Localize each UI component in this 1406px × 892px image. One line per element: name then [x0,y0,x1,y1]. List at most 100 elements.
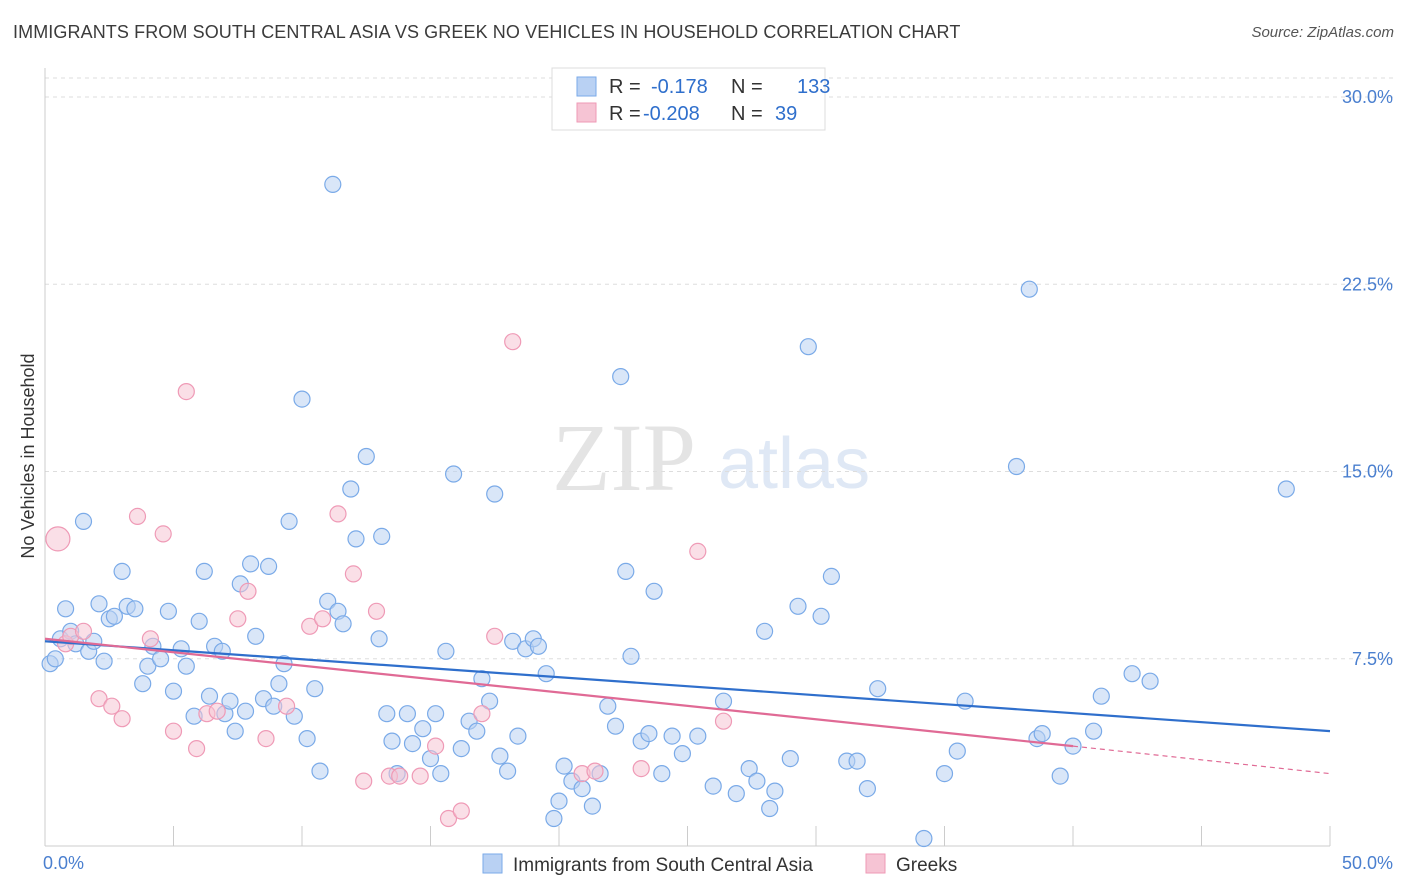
point-series-0-36 [247,627,265,645]
point-series-0-34 [236,702,255,720]
point-series-1-11 [177,383,195,401]
point-series-0-60 [398,705,416,723]
point-series-0-90 [606,717,625,735]
point-series-1-14 [208,702,226,720]
legend-r-label-2: R = [609,103,641,125]
point-series-0-54 [357,447,375,466]
point-series-0-120 [948,742,966,760]
y-tick-label-0: 7.5% [1352,649,1393,669]
point-series-1-24 [367,602,386,620]
point-series-0-107 [761,799,779,818]
point-series-0-42 [280,512,298,531]
point-series-0-103 [727,784,745,803]
trend-lines [44,637,1331,775]
point-series-0-116 [858,779,877,798]
legend-r-value-2: -0.208 [643,103,700,125]
point-series-0-113 [822,567,841,586]
point-series-0-86 [573,779,591,798]
point-series-0-51 [334,615,352,633]
point-series-0-56 [373,527,391,546]
point-series-0-61 [403,734,422,753]
watermark-atlas: atlas [718,424,870,504]
legend-n-label-1: N = [731,76,763,98]
point-series-0-102 [714,692,733,710]
point-series-0-62 [414,720,432,738]
point-series-0-70 [468,722,486,740]
point-series-0-48 [319,592,337,610]
trend-line-dashed-series-1 [1072,745,1331,775]
point-series-0-6 [74,512,93,531]
point-series-0-119 [935,764,954,783]
point-series-1-16 [239,582,257,600]
point-series-0-19 [152,650,170,668]
bottom-legend-swatch-pink [865,853,886,874]
point-series-0-105 [748,772,766,790]
point-series-1-23 [355,772,373,790]
point-series-0-87 [583,797,602,815]
point-series-0-1 [46,650,64,668]
point-series-0-35 [242,555,260,573]
point-series-1-3 [74,622,93,640]
point-series-0-99 [673,744,692,763]
tick-labels: 7.5% 15.0% 22.5% 30.0% 0.0% 50.0% [43,87,1393,873]
point-series-0-66 [437,642,455,660]
y-tick-label-1: 15.0% [1342,462,1393,482]
point-series-0-13 [113,562,131,581]
legend-swatch-blue [576,76,597,97]
point-series-1-10 [164,722,183,740]
point-series-0-73 [486,485,504,503]
point-series-0-68 [452,739,470,758]
point-series-1-17 [257,729,275,748]
point-series-0-108 [766,782,784,800]
point-series-1-15 [229,610,247,628]
point-series-0-58 [383,732,401,750]
legend-box [551,67,826,131]
point-series-0-3 [56,600,75,618]
point-series-0-104 [740,759,758,778]
point-series-0-64 [427,705,445,723]
point-series-0-77 [509,727,527,745]
point-series-1-21 [329,505,347,523]
point-series-1-7 [128,507,147,526]
point-series-1-36 [632,759,650,778]
scatter-points [41,175,1295,848]
point-series-0-106 [755,622,774,640]
point-series-1-19 [301,617,319,635]
point-series-1-32 [486,627,504,645]
point-series-1-22 [344,565,362,583]
point-series-0-97 [653,764,671,783]
point-series-0-129 [1092,687,1110,705]
chart-title: IMMIGRANTS FROM SOUTH CENTRAL ASIA VS GR… [13,22,961,42]
bottom-legend-label-blue: Immigrants from South Central Asia [513,855,813,876]
point-series-0-91 [612,368,630,386]
point-series-0-72 [481,692,499,710]
point-series-0-76 [504,632,522,650]
point-series-1-33 [504,333,522,351]
point-series-0-131 [1141,672,1159,690]
point-series-0-100 [689,727,707,745]
y-tick-label-2: 22.5% [1342,274,1393,294]
point-series-0-75 [499,762,517,780]
trend-line-series-0 [44,640,1331,733]
point-series-0-71 [473,670,491,688]
point-series-0-46 [306,680,324,698]
point-series-0-112 [812,607,830,625]
point-series-0-32 [226,722,244,740]
point-series-1-35 [586,762,604,780]
point-series-0-84 [555,757,573,775]
point-series-0-15 [126,600,144,618]
y-axis-label: No Vehicles in Household [18,353,38,558]
top-legend: R = -0.178 N = 133 R = -0.208 N = 39 [551,67,830,131]
point-series-0-95 [640,724,658,743]
point-series-0-47 [311,762,329,780]
point-series-0-45 [298,729,316,748]
point-series-0-25 [190,612,208,630]
point-series-0-93 [622,647,640,665]
y-tick-label-3: 30.0% [1342,87,1393,107]
point-series-0-12 [105,607,124,625]
point-series-0-96 [645,582,663,600]
point-series-0-38 [260,557,278,576]
point-series-1-0 [45,526,71,552]
axes [44,68,1331,847]
